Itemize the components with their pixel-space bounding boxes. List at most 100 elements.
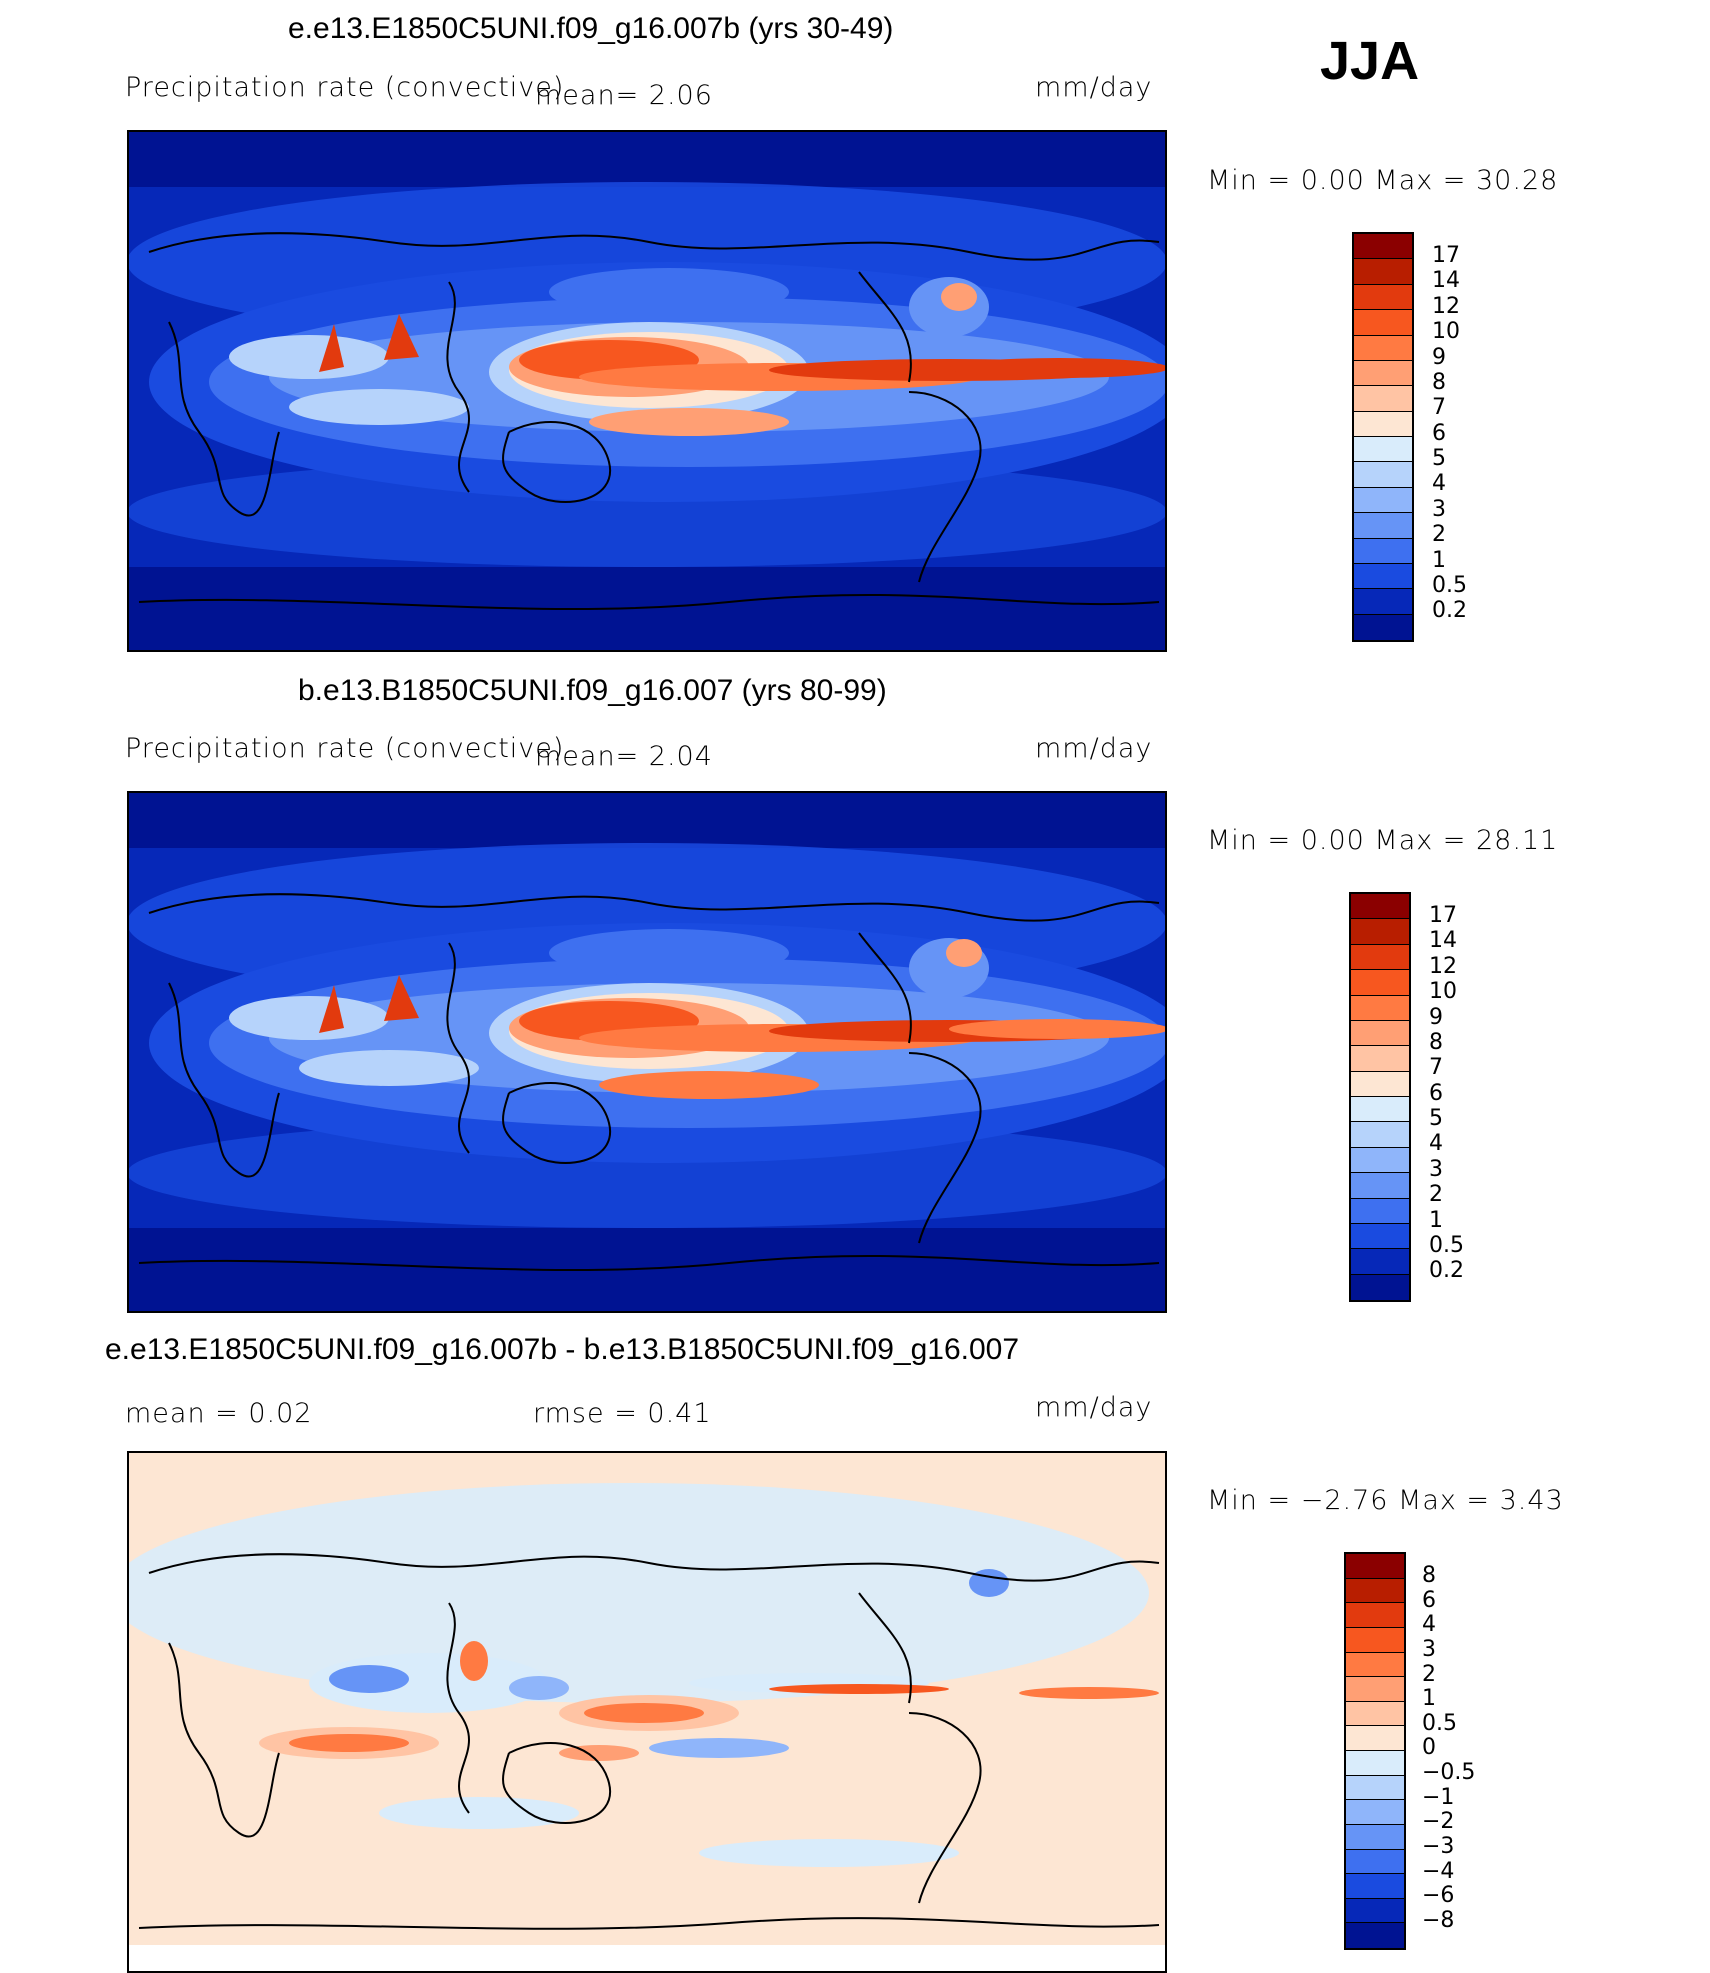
colorbar-tick-label: −8	[1422, 1907, 1455, 1933]
colorbar-swatch	[1351, 1097, 1409, 1123]
colorbar-tick-label: −3	[1422, 1833, 1455, 1859]
colorbar-tick-label: −6	[1422, 1883, 1455, 1909]
colorbar-swatch	[1346, 1824, 1404, 1850]
colorbar-swatch	[1354, 310, 1412, 336]
colorbar-swatch	[1351, 1071, 1409, 1097]
colorbar-tick-label: 1	[1422, 1686, 1436, 1712]
colorbar-tick-label: 0	[1422, 1735, 1436, 1761]
colorbar-swatch	[1351, 1122, 1409, 1148]
panel3-rmse: rmse = 0.41	[533, 1398, 712, 1429]
colorbar-swatch	[1346, 1726, 1404, 1751]
colorbar-tick-label: 14	[1432, 268, 1460, 294]
colorbar-swatch	[1346, 1898, 1404, 1924]
panel3-title: e.e13.E1850C5UNI.f09_g16.007b - b.e13.B1…	[105, 1333, 1020, 1366]
panel3-map-field	[129, 1453, 1165, 1945]
colorbar-tick-label: 2	[1429, 1182, 1443, 1208]
colorbar-tick-label: 3	[1432, 496, 1446, 522]
panel1-colorbar-labels: 17 14 12 10 9 8 7 6 5 4 3 2 1 0.5 0.2	[1432, 243, 1532, 653]
colorbar-swatch	[1354, 411, 1412, 437]
season-label: JJA	[1320, 31, 1420, 91]
colorbar-swatch	[1346, 1578, 1404, 1604]
panel3-colorbar	[1344, 1552, 1406, 1950]
colorbar-tick-label: 0.5	[1432, 572, 1467, 598]
colorbar-tick-label: −1	[1422, 1784, 1455, 1810]
colorbar-swatch	[1351, 1249, 1409, 1275]
colorbar-tick-label: 6	[1429, 1080, 1443, 1106]
colorbar-swatch	[1346, 1874, 1404, 1899]
colorbar-tick-label: 2	[1422, 1661, 1436, 1687]
colorbar-swatch	[1354, 614, 1412, 640]
colorbar-tick-label: 9	[1429, 1004, 1443, 1030]
colorbar-swatch	[1354, 538, 1412, 564]
colorbar-swatch	[1346, 1627, 1404, 1653]
colorbar-tick-label: 12	[1432, 293, 1460, 319]
panel3-units: mm/day	[1035, 1392, 1153, 1423]
colorbar-tick-label: 0.5	[1422, 1710, 1457, 1736]
colorbar-tick-label: 0.2	[1429, 1258, 1464, 1284]
colorbar-tick-label: 5	[1429, 1106, 1443, 1131]
colorbar-tick-label: 14	[1429, 928, 1457, 954]
panel3-mean: mean = 0.02	[125, 1398, 313, 1429]
colorbar-swatch	[1354, 437, 1412, 463]
panel2-map	[127, 791, 1167, 1313]
colorbar-swatch	[1354, 386, 1412, 412]
panel2-mean: mean= 2.04	[535, 741, 713, 772]
panel2-minmax: Min = 0.00 Max = 28.11	[1207, 825, 1559, 856]
colorbar-tick-label: 1	[1432, 547, 1446, 573]
colorbar-tick-label: 6	[1422, 1587, 1436, 1613]
panel2-variable-label: Precipitation rate (convective)	[125, 733, 565, 764]
colorbar-tick-label: 3	[1429, 1156, 1443, 1182]
colorbar-swatch	[1351, 894, 1409, 920]
panel1-mean: mean= 2.06	[535, 80, 713, 111]
colorbar-tick-label: 4	[1432, 471, 1446, 497]
colorbar-swatch	[1346, 1677, 1404, 1702]
colorbar-swatch	[1354, 360, 1412, 387]
colorbar-tick-label: 8	[1422, 1563, 1436, 1588]
colorbar-tick-label: 12	[1429, 953, 1457, 979]
colorbar-tick-label: 0.2	[1432, 598, 1467, 624]
colorbar-swatch	[1351, 1173, 1409, 1199]
colorbar-swatch	[1351, 995, 1409, 1021]
colorbar-swatch	[1354, 259, 1412, 285]
colorbar-tick-label: 7	[1429, 1055, 1443, 1081]
colorbar-swatch	[1346, 1701, 1404, 1727]
colorbar-swatch	[1346, 1800, 1404, 1825]
colorbar-tick-label: 3	[1422, 1636, 1436, 1662]
colorbar-swatch	[1351, 1020, 1409, 1047]
colorbar-swatch	[1354, 335, 1412, 361]
panel1-units: mm/day	[1035, 72, 1153, 103]
colorbar-swatch	[1346, 1751, 1404, 1776]
colorbar-swatch	[1354, 462, 1412, 488]
colorbar-swatch	[1346, 1652, 1404, 1678]
colorbar-tick-label: 17	[1432, 243, 1460, 268]
panel1-map-field	[129, 132, 1165, 650]
panel3-map	[127, 1451, 1167, 1973]
panel2-title: b.e13.B1850C5UNI.f09_g16.007 (yrs 80-99)	[298, 674, 887, 707]
colorbar-swatch	[1351, 1147, 1409, 1174]
colorbar-tick-label: 0.5	[1429, 1232, 1464, 1258]
colorbar-tick-label: 1	[1429, 1207, 1443, 1233]
panel1-title: e.e13.E1850C5UNI.f09_g16.007b (yrs 30-49…	[288, 12, 894, 45]
colorbar-tick-label: 7	[1432, 395, 1446, 421]
colorbar-swatch	[1354, 284, 1412, 311]
colorbar-tick-label: −4	[1422, 1858, 1455, 1884]
colorbar-tick-label: 10	[1429, 979, 1457, 1005]
colorbar-swatch	[1351, 1223, 1409, 1250]
colorbar-swatch	[1346, 1775, 1404, 1801]
colorbar-tick-label: 10	[1432, 319, 1460, 345]
colorbar-swatch	[1351, 944, 1409, 971]
panel3-minmax: Min = −2.76 Max = 3.43	[1207, 1485, 1564, 1516]
colorbar-swatch	[1354, 563, 1412, 590]
colorbar-tick-label: 2	[1432, 522, 1446, 548]
colorbar-tick-label: 4	[1422, 1612, 1436, 1638]
colorbar-swatch	[1351, 1274, 1409, 1300]
panel1-minmax: Min = 0.00 Max = 30.28	[1207, 165, 1559, 196]
colorbar-swatch	[1346, 1603, 1404, 1628]
colorbar-swatch	[1351, 919, 1409, 945]
colorbar-tick-label: −2	[1422, 1809, 1455, 1835]
colorbar-swatch	[1346, 1554, 1404, 1579]
panel2-units: mm/day	[1035, 733, 1153, 764]
panel1-variable-label: Precipitation rate (convective)	[125, 72, 565, 103]
colorbar-swatch	[1346, 1923, 1404, 1948]
panel3-colorbar-labels: 8 6 4 3 2 1 0.5 0 −0.5 −1 −2 −3 −4 −6 −8	[1422, 1563, 1532, 1961]
